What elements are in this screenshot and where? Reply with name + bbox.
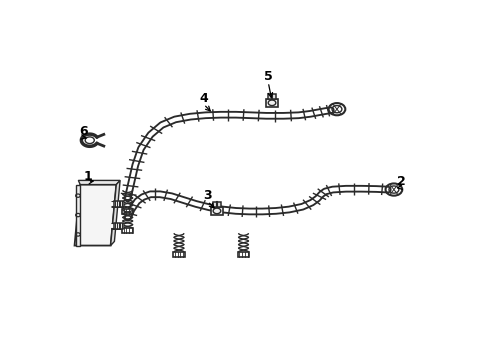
Text: 2: 2	[397, 175, 406, 188]
Bar	[211, 207, 223, 215]
Bar	[213, 202, 221, 207]
Bar	[115, 223, 123, 229]
Bar	[266, 99, 278, 107]
Bar	[268, 94, 276, 99]
Text: 5: 5	[264, 70, 272, 83]
Bar	[238, 252, 249, 257]
Polygon shape	[74, 185, 116, 246]
Bar	[122, 209, 133, 214]
Text: 1: 1	[83, 170, 92, 183]
Bar	[115, 201, 123, 207]
Bar	[173, 252, 185, 257]
Text: 6: 6	[79, 125, 88, 138]
Text: 4: 4	[199, 92, 208, 105]
Bar	[122, 228, 133, 233]
Polygon shape	[111, 180, 120, 246]
Polygon shape	[78, 180, 120, 185]
Text: 3: 3	[203, 189, 212, 202]
Bar	[75, 185, 80, 246]
